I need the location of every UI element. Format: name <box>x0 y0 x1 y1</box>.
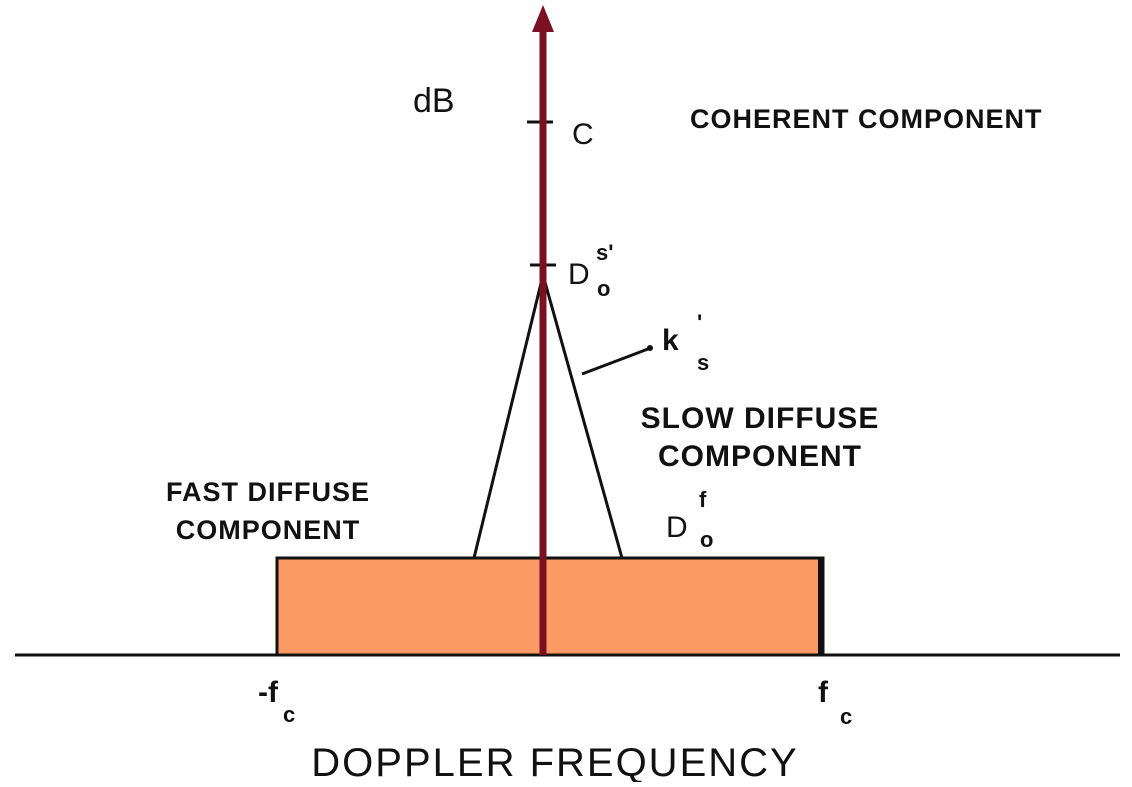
slow-diffuse-label: SLOW DIFFUSE <box>641 402 880 435</box>
slope-leader-dot <box>647 345 653 351</box>
slope-superscript: ' <box>697 310 702 335</box>
coherent-arrow-head <box>532 5 554 32</box>
y-label: dB <box>413 82 455 120</box>
right-edge-symbol: f <box>818 676 829 709</box>
slope-symbol: k <box>662 324 679 357</box>
peak-superscript: s' <box>596 240 613 265</box>
fast-subscript: o <box>700 527 713 552</box>
slope-leader <box>581 347 649 376</box>
peak-subscript: o <box>597 276 610 301</box>
right-edge-subscript: c <box>840 704 852 729</box>
fast-diffuse-label: COMPONENT <box>176 515 361 545</box>
coherent-symbol: C <box>572 118 594 151</box>
x-label: DOPPLER FREQUENCY <box>311 741 798 782</box>
fast-superscript: f <box>699 487 707 512</box>
slow-diffuse-label: COMPONENT <box>658 440 862 473</box>
fast-diffuse-label: FAST DIFFUSE <box>166 477 370 507</box>
peak-symbol: D <box>568 258 590 291</box>
slow-diffuse-right <box>541 274 624 559</box>
slope-subscript: s <box>697 350 709 375</box>
coherent-label: COHERENT COMPONENT <box>690 104 1043 134</box>
left-edge-symbol: -f <box>258 676 279 709</box>
left-edge-subscript: c <box>283 702 295 727</box>
slow-diffuse-left <box>472 274 545 559</box>
fast-diffuse-block <box>275 556 825 657</box>
fast-symbol: D <box>666 511 688 544</box>
